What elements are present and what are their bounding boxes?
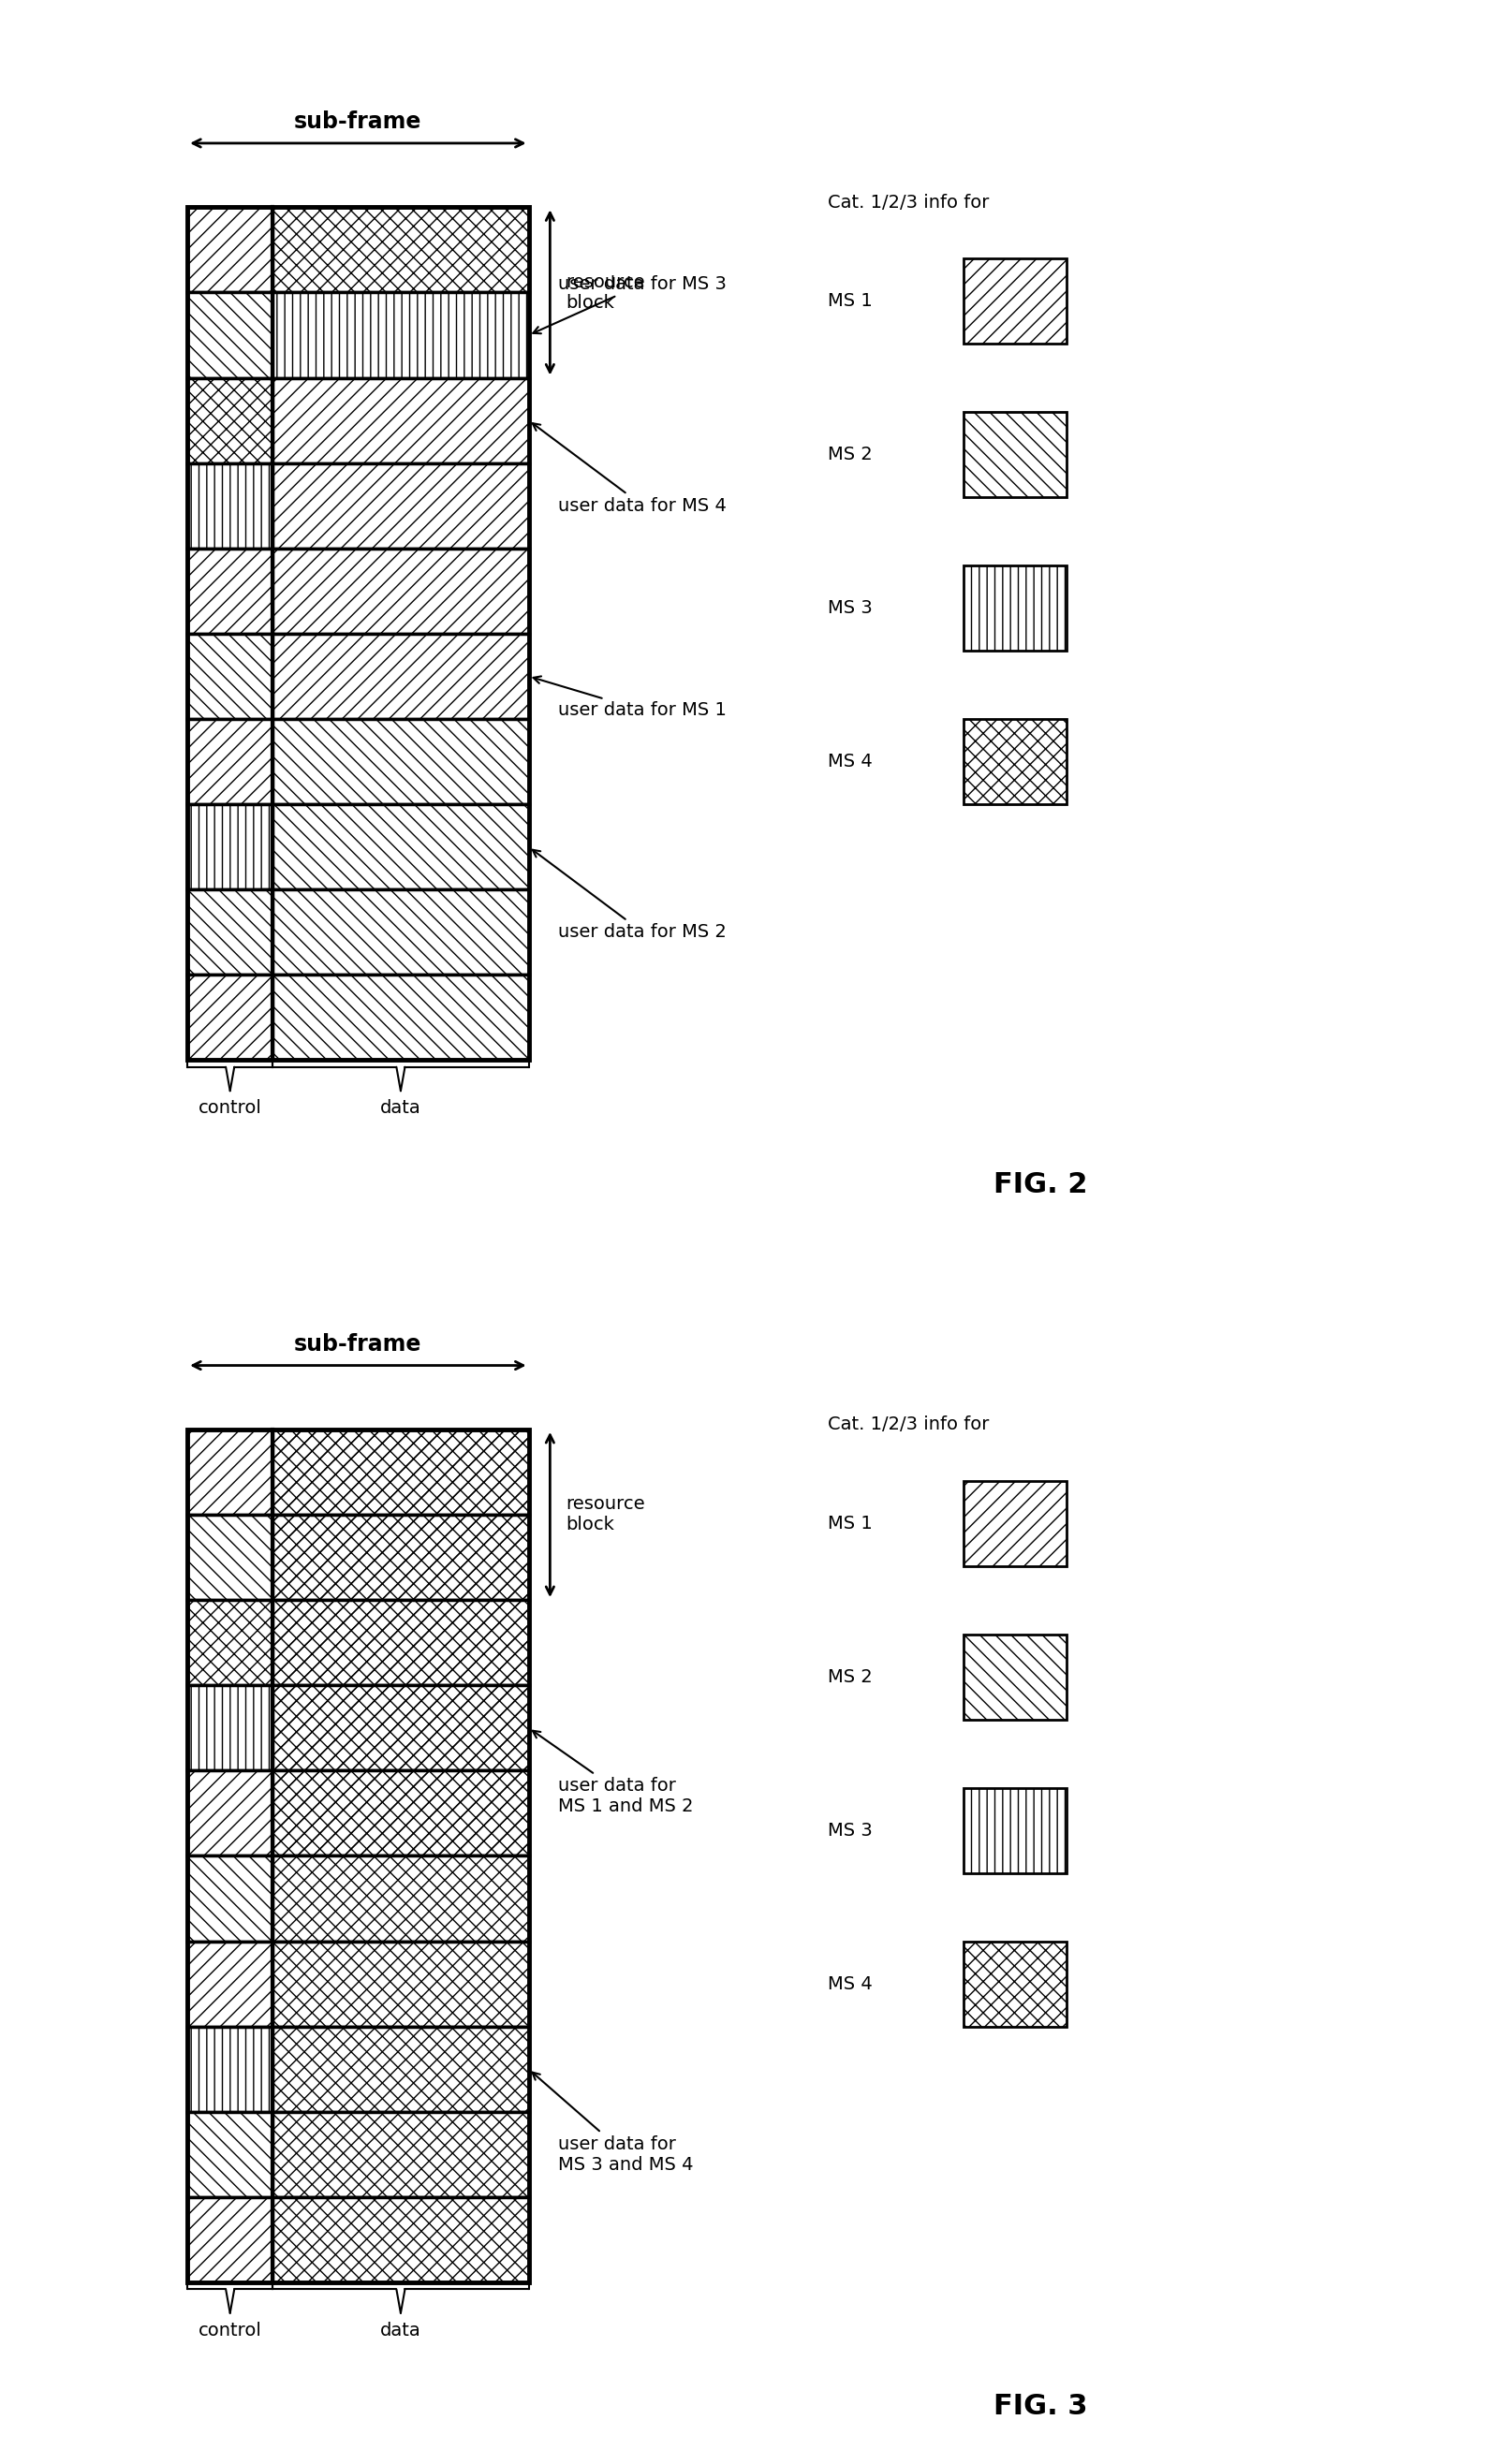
Text: Cat. 1/2/3 info for: Cat. 1/2/3 info for (827, 195, 989, 212)
Text: control: control (198, 1099, 261, 1116)
Bar (273, 2198, 528, 2282)
Text: MS 2: MS 2 (827, 446, 872, 463)
Bar (964, 1789, 1066, 1873)
Text: user data for MS 1: user data for MS 1 (533, 675, 726, 719)
Bar (188, 976, 273, 1060)
Text: MS 4: MS 4 (827, 1976, 872, 1993)
Bar (188, 377, 273, 463)
Text: data: data (380, 1099, 422, 1116)
Bar (188, 463, 273, 549)
Bar (964, 1634, 1066, 1720)
Bar (188, 1855, 273, 1942)
Text: FIG. 3: FIG. 3 (994, 2393, 1088, 2420)
Bar (188, 633, 273, 719)
Bar (273, 2025, 528, 2112)
Bar (273, 1685, 528, 1772)
Bar (188, 1772, 273, 1855)
Bar (273, 463, 528, 549)
Bar (273, 1599, 528, 1685)
Bar (188, 2025, 273, 2112)
Bar (188, 719, 273, 803)
Bar (273, 2112, 528, 2198)
Text: MS 3: MS 3 (827, 599, 872, 616)
Bar (188, 1685, 273, 1772)
Text: MS 3: MS 3 (827, 1821, 872, 1838)
Bar (188, 890, 273, 976)
Bar (964, 411, 1066, 498)
Bar (273, 1855, 528, 1942)
Text: MS 2: MS 2 (827, 1668, 872, 1685)
Bar (964, 564, 1066, 650)
Text: sub-frame: sub-frame (294, 1333, 422, 1355)
Bar (188, 549, 273, 633)
Text: user data for MS 2: user data for MS 2 (533, 850, 726, 941)
Bar (188, 1429, 273, 1515)
Bar (273, 1429, 528, 1515)
Bar (273, 2198, 528, 2282)
Text: resource
block: resource block (566, 274, 644, 310)
Text: FIG. 2: FIG. 2 (994, 1170, 1088, 1198)
Text: resource
block: resource block (566, 1496, 644, 1535)
Bar (964, 1481, 1066, 1567)
Bar (273, 890, 528, 976)
Bar (188, 803, 273, 890)
Text: user data for
MS 3 and MS 4: user data for MS 3 and MS 4 (533, 2072, 693, 2173)
Bar (273, 633, 528, 719)
Text: MS 1: MS 1 (827, 293, 872, 310)
Text: user data for MS 4: user data for MS 4 (533, 424, 726, 515)
Text: user data for MS 3: user data for MS 3 (533, 276, 726, 333)
Bar (964, 719, 1066, 803)
Text: data: data (380, 2321, 422, 2338)
Bar (273, 1855, 528, 1942)
Bar (273, 1772, 528, 1855)
Bar (188, 1599, 273, 1685)
Text: control: control (198, 2321, 261, 2338)
Text: user data for
MS 1 and MS 2: user data for MS 1 and MS 2 (533, 1730, 693, 1816)
Bar (188, 2112, 273, 2198)
Bar (188, 293, 273, 377)
Bar (188, 1515, 273, 1599)
Bar (273, 2025, 528, 2112)
Bar (273, 1429, 528, 1515)
Bar (273, 207, 528, 293)
Bar (964, 1942, 1066, 2025)
Bar (188, 207, 273, 293)
Bar (273, 1515, 528, 1599)
Bar (273, 1942, 528, 2025)
Text: Cat. 1/2/3 info for: Cat. 1/2/3 info for (827, 1417, 989, 1434)
Bar (273, 1599, 528, 1685)
Bar (273, 377, 528, 463)
Bar (273, 549, 528, 633)
Bar (188, 207, 528, 1060)
Bar (273, 976, 528, 1060)
Bar (273, 1942, 528, 2025)
Bar (188, 1429, 528, 2282)
Bar (964, 259, 1066, 342)
Bar (273, 293, 528, 377)
Bar (273, 1772, 528, 1855)
Text: MS 1: MS 1 (827, 1515, 872, 1533)
Text: MS 4: MS 4 (827, 752, 872, 771)
Bar (188, 2198, 273, 2282)
Text: sub-frame: sub-frame (294, 111, 422, 133)
Bar (273, 719, 528, 803)
Bar (273, 803, 528, 890)
Bar (273, 2112, 528, 2198)
Bar (273, 1685, 528, 1772)
Bar (273, 1515, 528, 1599)
Bar (188, 1942, 273, 2025)
